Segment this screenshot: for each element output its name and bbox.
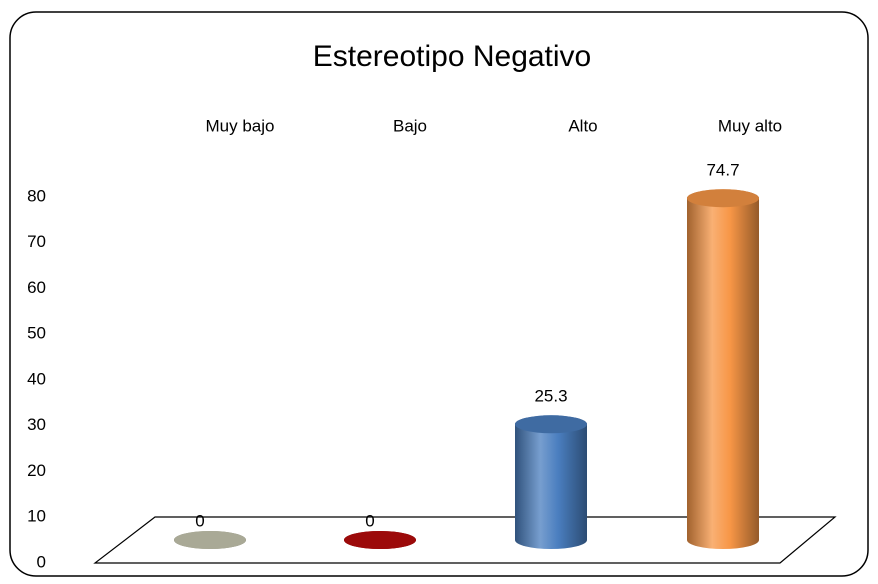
y-tick-label: 50 bbox=[27, 324, 46, 343]
category-label: Bajo bbox=[393, 116, 427, 135]
y-tick-label: 40 bbox=[27, 369, 46, 388]
bar-top bbox=[344, 531, 416, 549]
category-label: Muy bajo bbox=[206, 116, 275, 135]
category-label: Alto bbox=[568, 116, 597, 135]
data-label: 0 bbox=[195, 511, 204, 530]
bar-top bbox=[515, 415, 587, 434]
y-tick-label: 0 bbox=[37, 552, 46, 571]
bar bbox=[687, 189, 759, 549]
data-label: 0 bbox=[365, 511, 374, 530]
y-tick-label: 20 bbox=[27, 461, 46, 480]
chart-title: Estereotipo Negativo bbox=[313, 40, 592, 73]
bar bbox=[515, 415, 587, 549]
data-label: 25.3 bbox=[534, 387, 567, 406]
floor bbox=[93, 516, 837, 564]
y-tick-label: 60 bbox=[27, 278, 46, 297]
category-label: Muy alto bbox=[718, 116, 782, 135]
chart-frame bbox=[9, 11, 869, 577]
bar-top bbox=[174, 531, 246, 549]
y-tick-label: 80 bbox=[27, 186, 46, 205]
y-tick-label: 30 bbox=[27, 415, 46, 434]
y-tick-label: 10 bbox=[27, 507, 46, 526]
bar-top bbox=[687, 189, 759, 208]
y-tick-label: 70 bbox=[27, 232, 46, 251]
data-label: 74.7 bbox=[706, 161, 739, 180]
